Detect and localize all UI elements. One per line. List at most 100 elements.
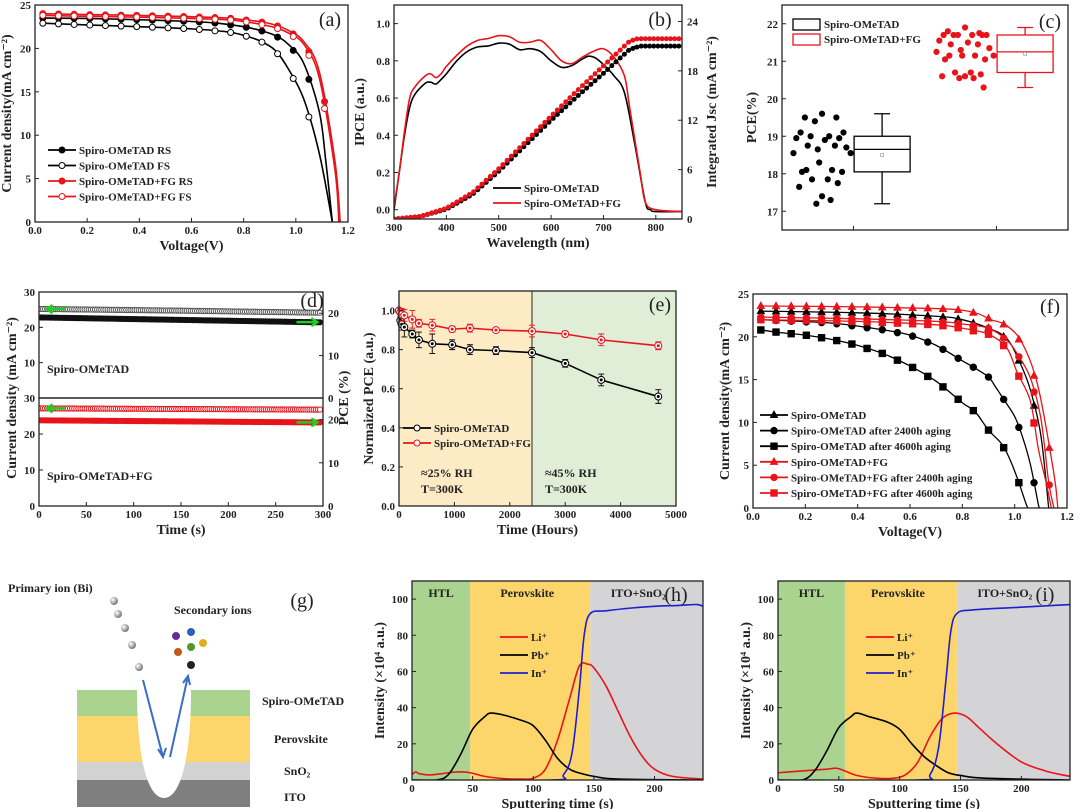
circle-marker <box>801 114 808 121</box>
y2-tick-label: 12 <box>687 115 699 127</box>
circle-marker <box>496 166 502 172</box>
plot-frame <box>411 580 704 781</box>
y-tick-label: 15 <box>738 375 750 387</box>
circle-marker <box>804 142 811 149</box>
y2-tick-label: 0 <box>328 501 334 513</box>
x-tick-label: 250 <box>267 509 284 521</box>
y-tick-label: 20 <box>397 739 409 751</box>
square-marker <box>863 318 871 326</box>
series-spiro-ometad-fg-fs <box>39 11 340 222</box>
square-marker <box>893 319 902 327</box>
circle-marker <box>980 84 987 91</box>
circle-marker <box>659 43 665 49</box>
y-tick-label: 0.6 <box>381 384 395 396</box>
series-li- <box>778 712 1070 780</box>
circle-marker <box>790 150 797 157</box>
series-li- <box>412 662 703 780</box>
x-tick-label: 50 <box>81 509 93 521</box>
square-marker <box>863 344 871 353</box>
x-tick-label: 200 <box>220 509 237 521</box>
square-marker <box>848 317 856 325</box>
circle-marker <box>433 209 439 215</box>
triangle-marker <box>877 302 887 311</box>
circle-marker <box>242 32 250 40</box>
x-tick-label: 600 <box>543 222 560 234</box>
circle-marker <box>796 183 803 190</box>
y-tick-label: 15 <box>20 87 32 99</box>
legend-label: Spiro-OMeTAD+FG after 4600h aging <box>791 488 973 500</box>
x-axis-title: Voltage(V) <box>878 525 942 540</box>
circle-marker <box>999 334 1008 342</box>
triangle-marker <box>769 410 779 419</box>
circle-marker <box>878 326 886 334</box>
circle-marker <box>828 166 836 174</box>
triangle-marker <box>923 303 933 312</box>
region-annotation: T=300K <box>545 482 588 496</box>
watermark-logo <box>14 776 44 795</box>
y-tick-label: 0 <box>30 501 36 513</box>
triangle-marker <box>832 301 842 310</box>
panel-label: (c) <box>1039 11 1061 33</box>
circle-marker <box>58 146 66 154</box>
circle-marker <box>592 71 598 77</box>
circle-marker <box>833 114 840 121</box>
circle-marker <box>289 46 297 54</box>
marker-dot <box>402 313 406 317</box>
square-marker <box>1030 419 1038 427</box>
primary-ion-ball <box>121 624 129 632</box>
y-tick-label: 60 <box>397 666 409 678</box>
y-tick-label: 60 <box>763 666 775 678</box>
legend-label: Spiro-OMeTAD <box>824 19 899 31</box>
plot-frame <box>38 397 324 507</box>
triangle-marker <box>908 303 917 312</box>
y2-tick-label: 24 <box>687 16 699 28</box>
circle-marker <box>504 157 510 163</box>
y-tick-label: 30 <box>24 287 36 299</box>
panel-g-diagram: Spiro-OMeTAD Perovskite SnO₂ ITO Primary ion… <box>8 581 345 807</box>
marker-dot <box>450 327 454 331</box>
square-marker <box>878 318 886 327</box>
circle-marker <box>947 41 954 48</box>
series-current-density <box>39 314 323 326</box>
arrow-left-icon <box>44 403 66 414</box>
circle-marker <box>863 324 871 332</box>
plot-frame <box>393 4 683 220</box>
circle-marker <box>663 36 669 42</box>
legend-swatch <box>792 33 821 46</box>
circle-marker <box>445 204 451 210</box>
y-tick-label: 21 <box>767 56 778 68</box>
marker-dot <box>599 378 603 382</box>
series-pb- <box>778 712 1070 780</box>
primary-ion-ball <box>110 597 118 605</box>
series-spiro-ometad-fg <box>756 301 1059 508</box>
x-tick-label: 1.0 <box>1008 511 1022 523</box>
marker-dot <box>530 329 534 333</box>
circle-marker <box>195 26 203 34</box>
sputter-crater <box>137 690 191 798</box>
circle-marker <box>487 173 493 179</box>
circle-marker <box>621 43 627 49</box>
y2-axis-title: Integrated Jsc (mA cm⁻²) <box>705 36 720 188</box>
legend-label: Spiro-OMeTAD after 4600h aging <box>791 441 951 453</box>
legend-swatch <box>792 18 821 31</box>
y-tick-label: 20 <box>763 739 775 751</box>
secondary-ion-ball <box>187 628 195 636</box>
series-spiro-ometad-fg-integrated-jsc <box>394 36 682 219</box>
arrow-down-icon <box>142 679 167 760</box>
circle-marker <box>621 51 627 57</box>
circle-marker <box>969 31 976 39</box>
mean-marker <box>1023 51 1027 56</box>
circle-marker <box>571 96 577 102</box>
watermark-mark <box>14 779 30 795</box>
circle-marker <box>483 177 489 183</box>
marker-dot <box>468 326 472 330</box>
legend-label: Li⁺ <box>531 632 547 644</box>
circle-marker <box>462 194 468 200</box>
x-tick-label: 0 <box>409 783 415 795</box>
series-pb- <box>412 712 703 780</box>
circle-marker <box>824 176 831 183</box>
circle-marker <box>613 59 619 65</box>
legend-label: Pb⁺ <box>531 650 550 662</box>
x-tick-label: 0.0 <box>28 225 42 237</box>
circle-marker <box>517 145 523 151</box>
